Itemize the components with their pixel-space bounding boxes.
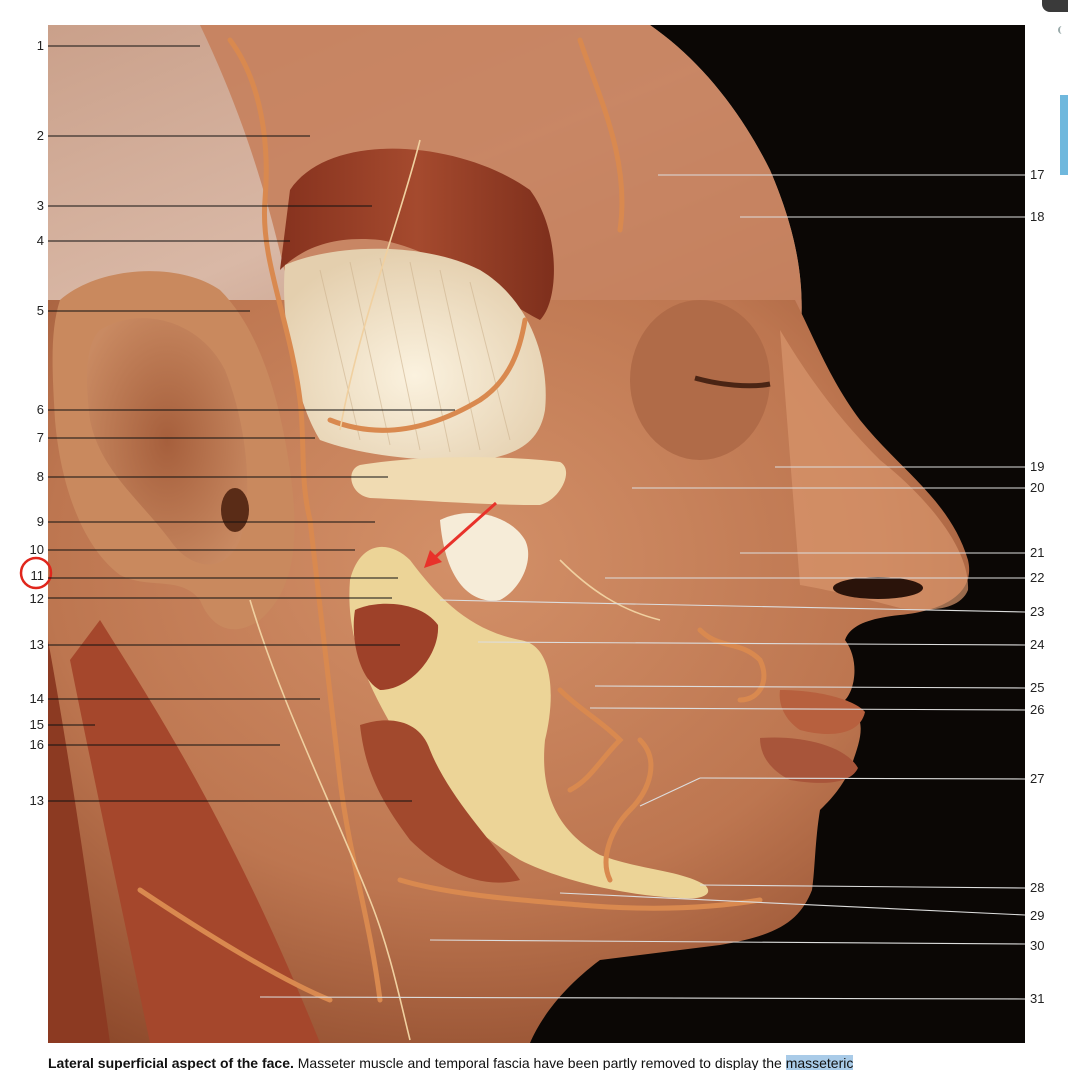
label-left-1: 1 [36, 38, 44, 53]
label-right-17: 17 [1030, 167, 1045, 182]
label-right-18: 18 [1030, 209, 1045, 224]
label-right-29: 29 [1030, 908, 1045, 923]
label-left-15: 15 [29, 717, 44, 732]
viewer-corner-tab[interactable] [1042, 0, 1068, 12]
masseter-lower [360, 720, 520, 883]
label-left-5: 5 [36, 303, 44, 318]
ear-canal [221, 488, 249, 532]
zygomatic-arch [351, 457, 567, 505]
viewer-edge-mark [1058, 26, 1066, 34]
label-right-24: 24 [1030, 637, 1045, 652]
upper-lip [779, 690, 865, 735]
label-left-4: 4 [36, 233, 44, 248]
label-left-13: 13 [29, 637, 44, 652]
nostril [833, 577, 923, 599]
label-left-2: 2 [36, 128, 44, 143]
label-right-28: 28 [1030, 880, 1045, 895]
label-left-7: 7 [36, 430, 44, 445]
label-left-8: 8 [36, 469, 44, 484]
neck-muscle-shadow [48, 640, 110, 1043]
label-right-23: 23 [1030, 604, 1045, 619]
left-leader-lines [48, 45, 455, 802]
label-right-31: 31 [1030, 991, 1045, 1006]
label-left-6: 6 [36, 402, 44, 417]
nose [780, 330, 969, 610]
label-right-20: 20 [1030, 480, 1045, 495]
caption-text: Masseter muscle and temporal fascia have… [293, 1055, 786, 1070]
label-right-27: 27 [1030, 771, 1045, 786]
caption-highlighted-word[interactable]: masseteric [785, 1055, 854, 1070]
eyelid-line [694, 375, 771, 389]
ear-concha [87, 318, 248, 565]
mandible [349, 546, 709, 899]
label-left-14: 14 [29, 691, 44, 706]
figure-caption: Lateral superficial aspect of the face. … [48, 1055, 1048, 1070]
label-right-30: 30 [1030, 938, 1045, 953]
label-left-11: 11 [30, 568, 45, 583]
label-right-25: 25 [1030, 680, 1045, 695]
label-left-10: 10 [29, 542, 44, 557]
neck-muscle [70, 620, 320, 1043]
thin-nerves [249, 139, 661, 1041]
masseter-remnant [353, 603, 439, 690]
label-left-3: 3 [36, 198, 44, 213]
label-right-19: 19 [1030, 459, 1045, 474]
blood-vessels [137, 37, 767, 1003]
label-left-12: 12 [29, 591, 44, 606]
label-right-21: 21 [1030, 545, 1045, 560]
label-left-13b: 13 [29, 793, 44, 808]
label-right-22: 22 [1030, 570, 1045, 585]
label-highlight-circle [19, 556, 53, 590]
lower-lip [760, 737, 858, 783]
viewer-side-tab[interactable] [1060, 95, 1068, 175]
red-arrow-annotation [424, 501, 497, 568]
caption-title: Lateral superficial aspect of the face. [48, 1055, 294, 1070]
label-right-26: 26 [1030, 702, 1045, 717]
temporalis-tendon [284, 248, 546, 461]
label-left-16: 16 [29, 737, 44, 752]
right-leader-lines [259, 174, 1026, 1000]
label-left-9: 9 [36, 514, 44, 529]
